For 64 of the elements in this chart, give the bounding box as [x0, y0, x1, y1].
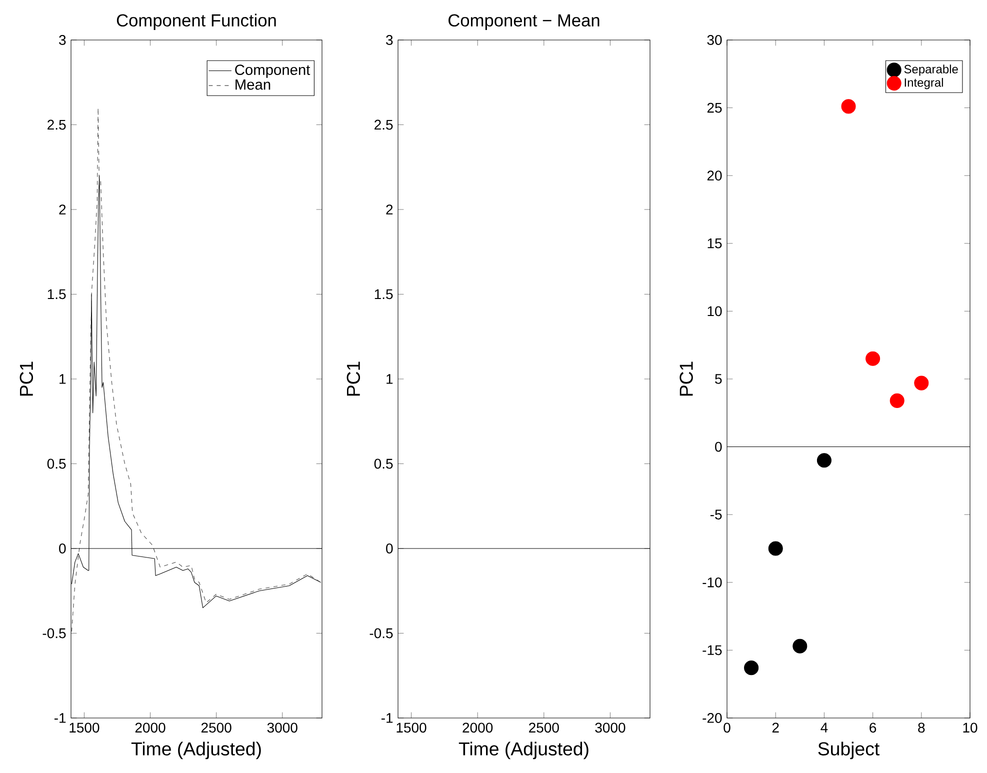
y-tick-label: 10	[708, 306, 722, 316]
y-tick-label: 20	[707, 170, 722, 181]
y-tick-label: 0.5	[47, 458, 66, 469]
y-tick-label: -10	[702, 577, 722, 588]
x-tick-label: 6	[870, 722, 876, 733]
y-tick-label: -15	[702, 645, 722, 656]
y-tick-label: 0.5	[374, 458, 393, 469]
x-tick-label: 4	[820, 722, 828, 732]
x-tick-label: 0	[724, 722, 730, 733]
point	[914, 376, 929, 390]
y-tick-label: 0	[59, 544, 66, 554]
y-tick-label: 2.5	[48, 120, 66, 130]
y-tick-label: -5	[710, 510, 722, 520]
x-tick-label: 2500	[529, 722, 559, 733]
y-tick-label: -1	[54, 713, 66, 723]
point	[890, 393, 904, 408]
x-axis-title: Subject	[818, 742, 880, 760]
y-tick-label: 2	[59, 204, 66, 214]
y-tick-label: 1.5	[374, 289, 393, 300]
legend-label: Integral	[904, 78, 943, 90]
x-tick-label: 10	[963, 722, 978, 733]
legend-label: Component	[235, 64, 310, 78]
point	[792, 638, 808, 654]
y-tick-label: 5	[715, 374, 722, 384]
x-axis-title: Time (Adjusted)	[131, 742, 261, 760]
chart-title: Component − Mean	[448, 14, 600, 30]
y-tick-label: 2	[386, 204, 393, 214]
y-tick-label: 3	[386, 35, 393, 45]
legend-label: Mean	[236, 80, 270, 90]
y-tick-label: 0	[386, 544, 393, 554]
y-tick-label: 1.5	[48, 289, 66, 300]
x-tick-label: 2000	[135, 722, 166, 733]
y-tick-label: 25	[707, 102, 722, 113]
legend-label: Separable	[904, 64, 958, 76]
chart-title: Component Function	[116, 14, 276, 30]
y-tick-label: 3	[59, 35, 66, 45]
x-tick-label: 2000	[462, 722, 493, 733]
y-tick-label: 0	[715, 442, 722, 452]
point	[768, 541, 783, 556]
x-tick-label: 1500	[396, 722, 426, 733]
y-tick-label: 2.5	[374, 120, 393, 130]
point	[841, 99, 856, 114]
y-axis-title: PC1	[680, 362, 693, 396]
x-axis-title: Time (Adjusted)	[458, 742, 588, 760]
x-tick-label: 8	[918, 722, 925, 733]
y-tick-label: 30	[707, 35, 722, 45]
y-tick-label: -0.5	[42, 628, 66, 638]
x-tick-label: 2500	[201, 722, 232, 733]
point	[744, 660, 759, 676]
line-series	[71, 108, 322, 632]
y-axis-title: PC1	[20, 362, 34, 396]
x-tick-label: 2	[772, 722, 779, 732]
point	[816, 453, 832, 468]
point	[866, 351, 880, 366]
x-tick-label: 3000	[267, 722, 298, 733]
y-tick-label: 1	[386, 374, 393, 384]
y-tick-label: 1	[60, 374, 66, 384]
y-tick-label: -20	[702, 713, 722, 723]
y-axis-title: PC1	[346, 362, 360, 396]
y-tick-label: 15	[708, 238, 722, 248]
x-tick-label: 3000	[595, 722, 626, 733]
y-tick-label: -0.5	[370, 628, 393, 638]
x-tick-label: 1500	[70, 722, 100, 733]
y-tick-label: -1	[381, 713, 393, 723]
